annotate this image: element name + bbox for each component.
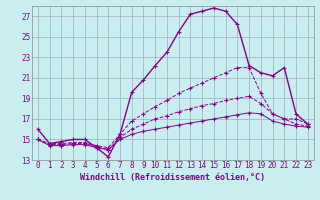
X-axis label: Windchill (Refroidissement éolien,°C): Windchill (Refroidissement éolien,°C) [80, 173, 265, 182]
